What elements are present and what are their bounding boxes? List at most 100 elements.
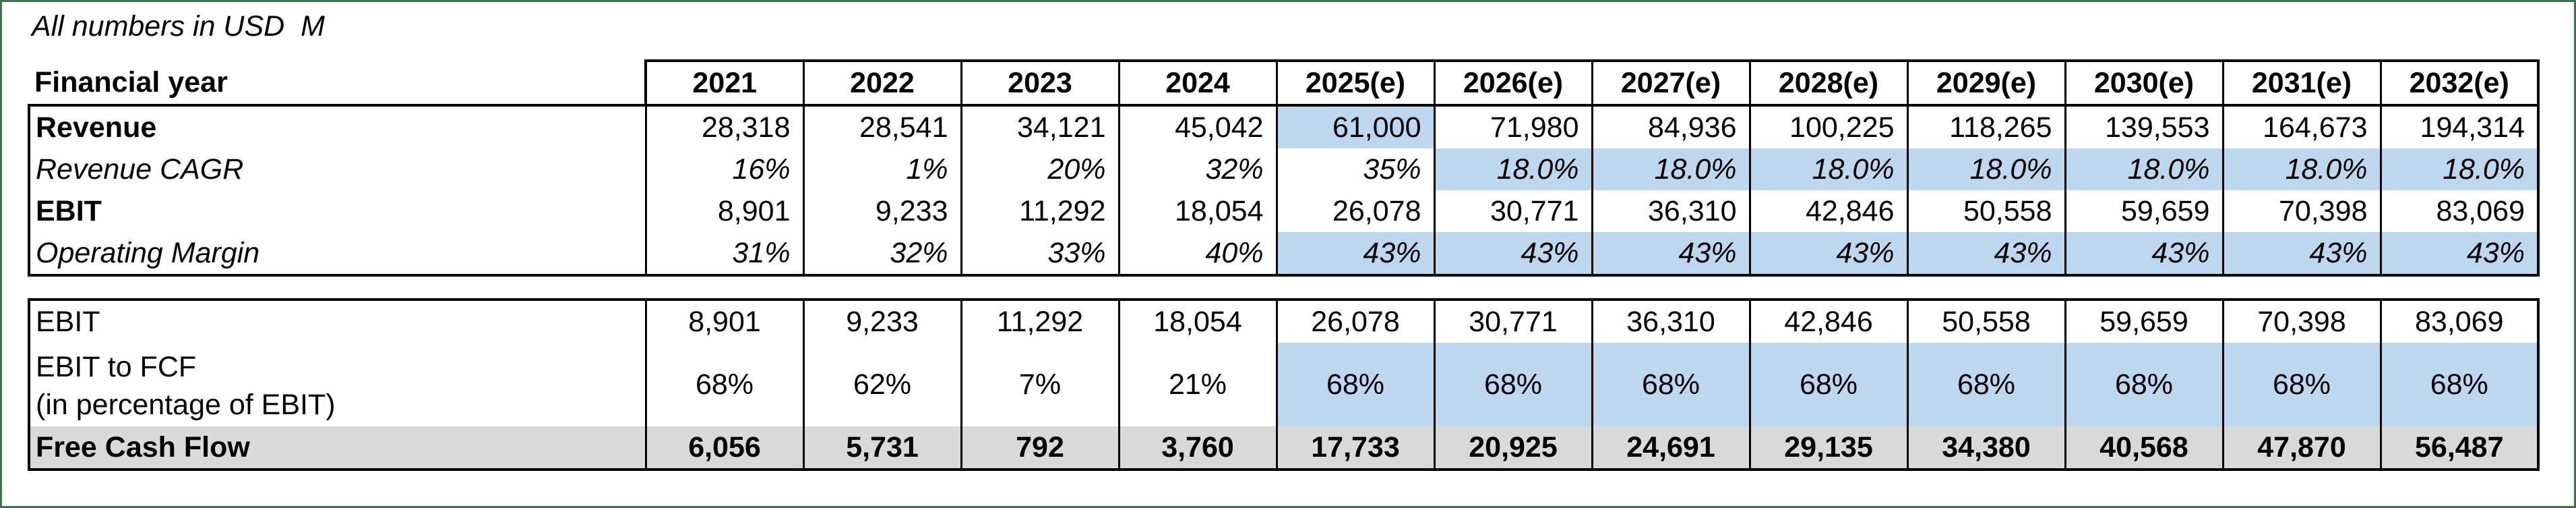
revenue-cagr-2029-e-cell: 18.0% bbox=[1906, 148, 2066, 190]
ebit-2023-cell: 11,292 bbox=[960, 190, 1120, 232]
revenue-cagr-2030-e-cell: 18.0% bbox=[2064, 148, 2224, 190]
revenue-cagr-2023-cell: 20% bbox=[960, 148, 1120, 190]
year-header-2027-e: 2027(e) bbox=[1591, 59, 1751, 107]
revenue-2022-cell: 28,541 bbox=[802, 104, 962, 148]
ebit-2032-e-cell: 83,069 bbox=[2379, 190, 2540, 232]
ebit-2026-e-cell: 30,771 bbox=[1433, 298, 1593, 343]
revenue-cagr-2028-e-cell: 18.0% bbox=[1748, 148, 1909, 190]
table-row: Revenue CAGR 16% 1% 20% 32% 35% 18.0% 18.0% 18.0… bbox=[28, 148, 2540, 190]
row-label-free-cash-flow: Free Cash Flow bbox=[28, 426, 647, 471]
revenue-2030-e-cell: 139,553 bbox=[2064, 104, 2224, 148]
table-row: Free Cash Flow 6,056 5,731 792 3,760 17,733 20… bbox=[28, 426, 2540, 471]
ebit-to-fcf-2032-e-cell: 68% bbox=[2379, 343, 2540, 426]
year-header-2028-e: 2028(e) bbox=[1748, 59, 1909, 107]
ebit-2022-cell: 9,233 bbox=[802, 298, 962, 343]
free-cash-flow-table: EBIT 8,901 9,233 11,292 18,054 26,078 30,771 36… bbox=[28, 298, 2540, 471]
ebit-2021-cell: 8,901 bbox=[644, 190, 805, 232]
year-header-2030-e: 2030(e) bbox=[2064, 59, 2224, 107]
operating-margin-2021-cell: 31% bbox=[644, 232, 805, 277]
ebit-2023-cell: 11,292 bbox=[960, 298, 1120, 343]
year-header-2024: 2024 bbox=[1117, 59, 1278, 107]
revenue-2032-e-cell: 194,314 bbox=[2379, 104, 2540, 148]
ebit-2030-e-cell: 59,659 bbox=[2064, 298, 2224, 343]
free-cash-flow-2025-e-cell: 17,733 bbox=[1275, 426, 1436, 471]
ebit-2025-e-cell: 26,078 bbox=[1275, 190, 1436, 232]
free-cash-flow-2029-e-cell: 34,380 bbox=[1906, 426, 2066, 471]
free-cash-flow-2030-e-cell: 40,568 bbox=[2064, 426, 2224, 471]
row-label-operating-margin: Operating Margin bbox=[28, 232, 647, 277]
year-header-2023: 2023 bbox=[960, 59, 1120, 107]
revenue-cagr-2031-e-cell: 18.0% bbox=[2221, 148, 2382, 190]
table-row: Revenue 28,318 28,541 34,121 45,042 61,000 71,… bbox=[28, 104, 2540, 148]
ebit-2024-cell: 18,054 bbox=[1117, 298, 1278, 343]
ebit-to-fcf-2023-cell: 7% bbox=[960, 343, 1120, 426]
ebit-2030-e-cell: 59,659 bbox=[2064, 190, 2224, 232]
ebit-to-fcf-2030-e-cell: 68% bbox=[2064, 343, 2224, 426]
units-note: All numbers in USD M bbox=[32, 10, 325, 43]
ebit-2024-cell: 18,054 bbox=[1117, 190, 1278, 232]
revenue-cagr-2032-e-cell: 18.0% bbox=[2379, 148, 2540, 190]
year-header-2032-e: 2032(e) bbox=[2379, 59, 2540, 107]
year-header-2021: 2021 bbox=[644, 59, 805, 107]
operating-margin-2029-e-cell: 43% bbox=[1906, 232, 2066, 277]
row-label-line1: EBIT to FCF bbox=[36, 351, 197, 383]
row-label-ebit: EBIT bbox=[28, 298, 647, 343]
ebit-to-fcf-2024-cell: 21% bbox=[1117, 343, 1278, 426]
row-label-line2: (in percentage of EBIT) bbox=[36, 389, 336, 421]
ebit-2031-e-cell: 70,398 bbox=[2221, 298, 2382, 343]
row-label-revenue-cagr: Revenue CAGR bbox=[28, 148, 647, 190]
revenue-2029-e-cell: 118,265 bbox=[1906, 104, 2066, 148]
free-cash-flow-2031-e-cell: 47,870 bbox=[2221, 426, 2382, 471]
year-header-2022: 2022 bbox=[802, 59, 962, 107]
operating-margin-2024-cell: 40% bbox=[1117, 232, 1278, 277]
ebit-2029-e-cell: 50,558 bbox=[1906, 190, 2066, 232]
table-row: Operating Margin 31% 32% 33% 40% 43% 43% 43% 43%… bbox=[28, 232, 2540, 277]
ebit-2032-e-cell: 83,069 bbox=[2379, 298, 2540, 343]
free-cash-flow-2026-e-cell: 20,925 bbox=[1433, 426, 1593, 471]
free-cash-flow-2023-cell: 792 bbox=[960, 426, 1120, 471]
free-cash-flow-2024-cell: 3,760 bbox=[1117, 426, 1278, 471]
year-header-2031-e: 2031(e) bbox=[2221, 59, 2382, 107]
ebit-to-fcf-2031-e-cell: 68% bbox=[2221, 343, 2382, 426]
operating-margin-2026-e-cell: 43% bbox=[1433, 232, 1593, 277]
revenue-2025-e-cell: 61,000 bbox=[1275, 104, 1436, 148]
revenue-cagr-2024-cell: 32% bbox=[1117, 148, 1278, 190]
year-header-2026-e: 2026(e) bbox=[1433, 59, 1593, 107]
ebit-2031-e-cell: 70,398 bbox=[2221, 190, 2382, 232]
operating-margin-2025-e-cell: 43% bbox=[1275, 232, 1436, 277]
operating-margin-2023-cell: 33% bbox=[960, 232, 1120, 277]
revenue-cagr-2025-e-cell: 35% bbox=[1275, 148, 1436, 190]
operating-margin-2028-e-cell: 43% bbox=[1748, 232, 1909, 277]
row-label-ebit-to-fcf: EBIT to FCF (in percentage of EBIT) bbox=[28, 343, 647, 426]
revenue-2024-cell: 45,042 bbox=[1117, 104, 1278, 148]
free-cash-flow-2027-e-cell: 24,691 bbox=[1591, 426, 1751, 471]
operating-margin-2027-e-cell: 43% bbox=[1591, 232, 1751, 277]
year-header-2029-e: 2029(e) bbox=[1906, 59, 2066, 107]
revenue-cagr-2027-e-cell: 18.0% bbox=[1591, 148, 1751, 190]
ebit-2027-e-cell: 36,310 bbox=[1591, 190, 1751, 232]
ebit-to-fcf-2028-e-cell: 68% bbox=[1748, 343, 1909, 426]
free-cash-flow-2032-e-cell: 56,487 bbox=[2379, 426, 2540, 471]
table-row: EBIT to FCF (in percentage of EBIT) 68% 62%… bbox=[28, 343, 2540, 426]
operating-margin-2031-e-cell: 43% bbox=[2221, 232, 2382, 277]
ebit-2028-e-cell: 42,846 bbox=[1748, 190, 1909, 232]
revenue-2028-e-cell: 100,225 bbox=[1748, 104, 1909, 148]
ebit-2022-cell: 9,233 bbox=[802, 190, 962, 232]
free-cash-flow-2022-cell: 5,731 bbox=[802, 426, 962, 471]
free-cash-flow-2028-e-cell: 29,135 bbox=[1748, 426, 1909, 471]
year-header-2025-e: 2025(e) bbox=[1275, 59, 1436, 107]
free-cash-flow-2021-cell: 6,056 bbox=[644, 426, 805, 471]
table-row: EBIT 8,901 9,233 11,292 18,054 26,078 30,771 36… bbox=[28, 298, 2540, 343]
revenue-ebit-table: Financial year 2021 2022 2023 2024 2025(e) 202… bbox=[28, 59, 2540, 277]
financial-year-label: Financial year bbox=[34, 65, 228, 98]
revenue-cagr-2022-cell: 1% bbox=[802, 148, 962, 190]
operating-margin-2030-e-cell: 43% bbox=[2064, 232, 2224, 277]
ebit-to-fcf-2021-cell: 68% bbox=[644, 343, 805, 426]
revenue-cagr-2026-e-cell: 18.0% bbox=[1433, 148, 1593, 190]
ebit-to-fcf-2022-cell: 62% bbox=[802, 343, 962, 426]
revenue-2031-e-cell: 164,673 bbox=[2221, 104, 2382, 148]
revenue-2023-cell: 34,121 bbox=[960, 104, 1120, 148]
row-label-ebit: EBIT bbox=[28, 190, 647, 232]
ebit-2029-e-cell: 50,558 bbox=[1906, 298, 2066, 343]
ebit-2027-e-cell: 36,310 bbox=[1591, 298, 1751, 343]
